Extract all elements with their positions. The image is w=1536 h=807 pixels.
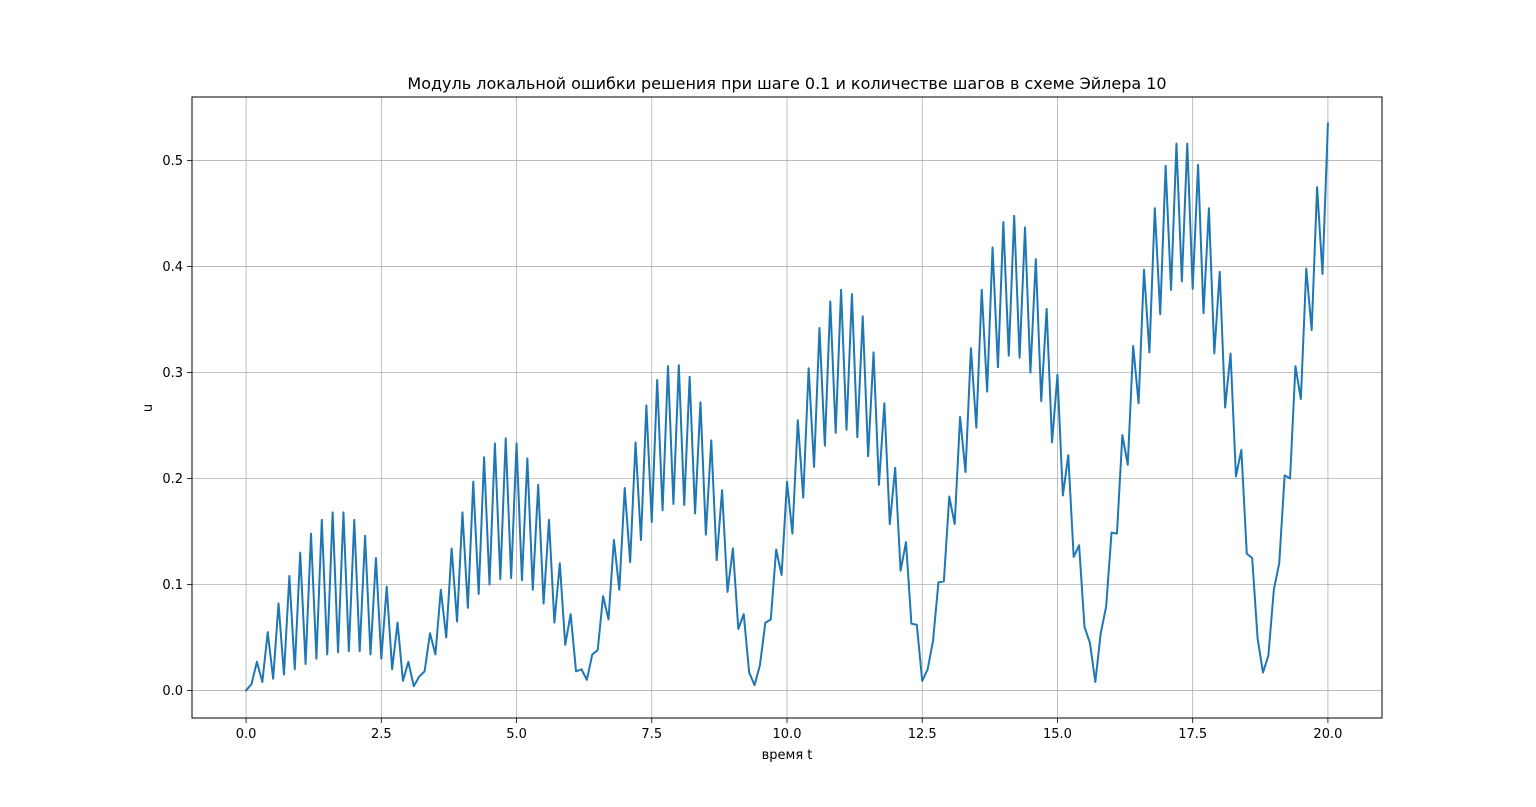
- y-tick-label: 0.4: [162, 260, 183, 275]
- y-tick-label: 0.5: [162, 154, 183, 169]
- chart-title: Модуль локальной ошибки решения при шаге…: [407, 74, 1166, 93]
- x-tick-label: 17.5: [1178, 727, 1207, 742]
- x-tick-label: 5.0: [506, 727, 527, 742]
- grid: [192, 97, 1382, 718]
- x-tick-label: 12.5: [908, 727, 937, 742]
- x-tick-label: 20.0: [1313, 727, 1342, 742]
- y-tick-label: 0.1: [162, 578, 183, 593]
- y-tick-label: 0.3: [162, 366, 183, 381]
- x-axis-label: время t: [762, 748, 813, 763]
- x-tick-label: 0.0: [236, 727, 257, 742]
- series-line: [244, 122, 1329, 692]
- x-axis: 0.0 2.5 5.0 7.5 10.0 12.5 15.0 17.5 20.0: [236, 718, 1342, 742]
- x-tick-label: 15.0: [1043, 727, 1072, 742]
- x-tick-label: 7.5: [641, 727, 662, 742]
- y-tick-label: 0.0: [162, 684, 183, 699]
- x-tick-label: 2.5: [371, 727, 392, 742]
- y-axis: 0.0 0.1 0.2 0.3 0.4 0.5: [162, 154, 192, 699]
- x-tick-label: 10.0: [773, 727, 802, 742]
- y-tick-label: 0.2: [162, 472, 183, 487]
- series-layer: [244, 122, 1329, 692]
- y-axis-label: u: [141, 404, 156, 412]
